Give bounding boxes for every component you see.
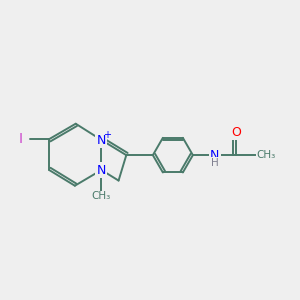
- Text: +: +: [103, 130, 111, 140]
- Text: CH₃: CH₃: [92, 191, 111, 201]
- Text: N: N: [97, 164, 106, 176]
- Text: CH₃: CH₃: [256, 150, 275, 160]
- Text: I: I: [19, 132, 22, 146]
- Text: H: H: [211, 158, 219, 168]
- Text: N: N: [97, 134, 106, 146]
- Text: N: N: [210, 148, 220, 162]
- Text: O: O: [231, 126, 241, 139]
